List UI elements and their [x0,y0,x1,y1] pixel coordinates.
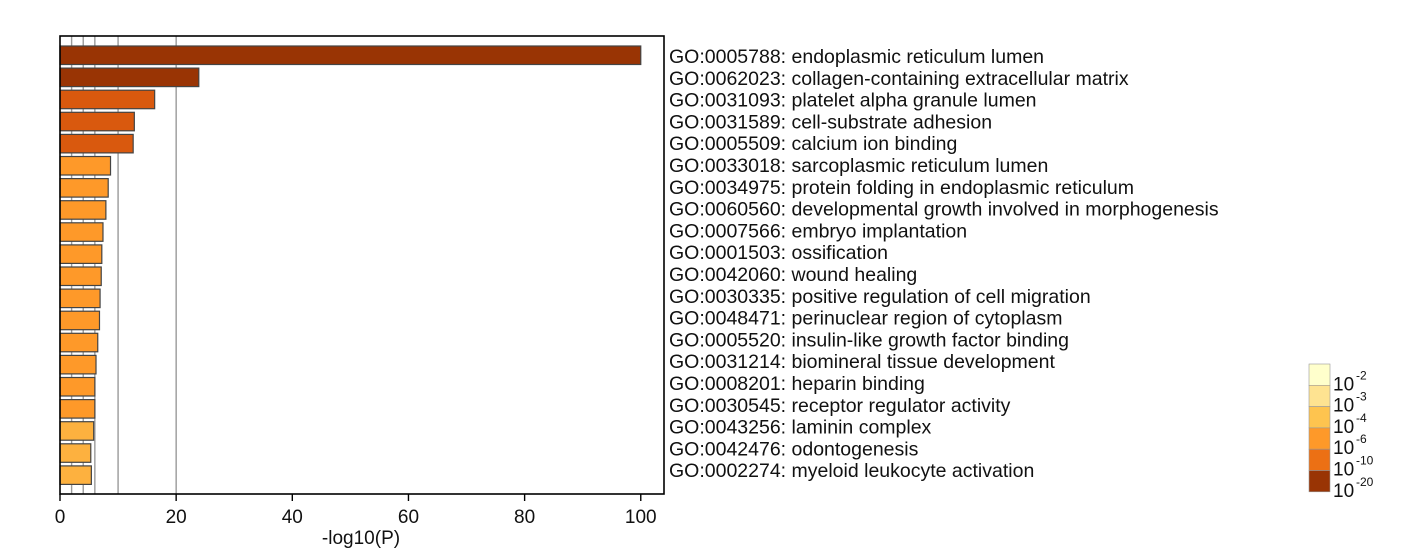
legend-swatch [1308,363,1331,386]
bar [59,133,134,154]
term-label: GO:0008201: heparin binding [669,373,925,395]
term-label: GO:0030335: positive regulation of cell … [669,286,1091,308]
legend-exponent: -20 [1356,475,1374,489]
term-label: GO:0005509: calcium ion binding [669,133,957,155]
x-tick-label: 80 [514,507,535,528]
x-tick-label: 20 [166,507,187,528]
legend-exponent: -6 [1356,432,1367,446]
term-label: GO:0001503: ossification [669,242,888,264]
bar [59,288,101,309]
term-label: GO:0031214: biomineral tissue developmen… [669,351,1055,373]
term-labels: GO:0005788: endoplasmic reticulum lumenG… [669,46,1219,482]
plot-frame [59,35,665,495]
legend-swatch [1308,406,1331,429]
x-tick-label: 100 [625,507,657,528]
bar [59,465,92,485]
bar [59,376,96,397]
x-axis-title: -log10(P) [322,528,400,549]
legend-swatch [1308,384,1331,407]
term-label: GO:0005520: insulin-like growth factor b… [669,329,1069,351]
bar [59,399,96,419]
legend-exponent: -4 [1356,411,1367,425]
bar [59,89,156,110]
legend-label: 10 [1333,481,1354,502]
bar [59,155,112,176]
term-label: GO:0062023: collagen-containing extracel… [669,68,1129,90]
legend-swatch [1308,470,1331,493]
legend-label: 10 [1333,396,1354,417]
bars [59,45,642,485]
legend-exponent: -3 [1356,390,1367,404]
bar [59,45,642,66]
bar [59,178,109,198]
term-label: GO:0033018: sarcoplasmic reticulum lumen [669,155,1048,177]
legend-label: 10 [1333,438,1354,459]
legend-swatch [1308,448,1331,471]
legend-label: 10 [1333,460,1354,481]
term-label: GO:0007566: embryo implantation [669,220,967,242]
term-label: GO:0048471: perinuclear region of cytopl… [669,308,1062,330]
term-label: GO:0042476: odontogenesis [669,438,919,460]
bar [59,310,101,331]
term-label: GO:0031093: platelet alpha granule lumen [669,90,1037,112]
term-label: GO:0060560: developmental growth involve… [669,199,1219,221]
bar [59,244,103,264]
bar [59,266,102,287]
x-tick-label: 40 [282,507,303,528]
x-axis: 0 20 40 60 80 100 [55,494,657,528]
bar [59,332,99,353]
bar [59,111,135,132]
term-label: GO:0043256: laminin complex [669,417,932,439]
bar [59,67,200,88]
term-label: GO:0002274: myeloid leukocyte activation [669,460,1034,482]
term-label: GO:0031589: cell-substrate adhesion [669,111,992,133]
legend-label: 10 [1333,417,1354,438]
legend-label: 10 [1333,374,1354,395]
legend-exponent: -10 [1356,454,1374,468]
bar [59,354,97,375]
bar [59,222,104,242]
term-label: GO:0030545: receptor regulator activity [669,395,1011,417]
bar [59,443,92,463]
legend-exponent: -2 [1356,368,1367,382]
x-tick-label: 60 [398,507,419,528]
legend-swatch [1308,427,1331,450]
term-label: GO:0005788: endoplasmic reticulum lumen [669,46,1044,68]
x-tick-label: 0 [55,507,66,528]
term-label: GO:0034975: protein folding in endoplasm… [669,177,1134,199]
bar [59,200,107,220]
term-label: GO:0042060: wound healing [669,264,917,286]
bar [59,421,95,441]
